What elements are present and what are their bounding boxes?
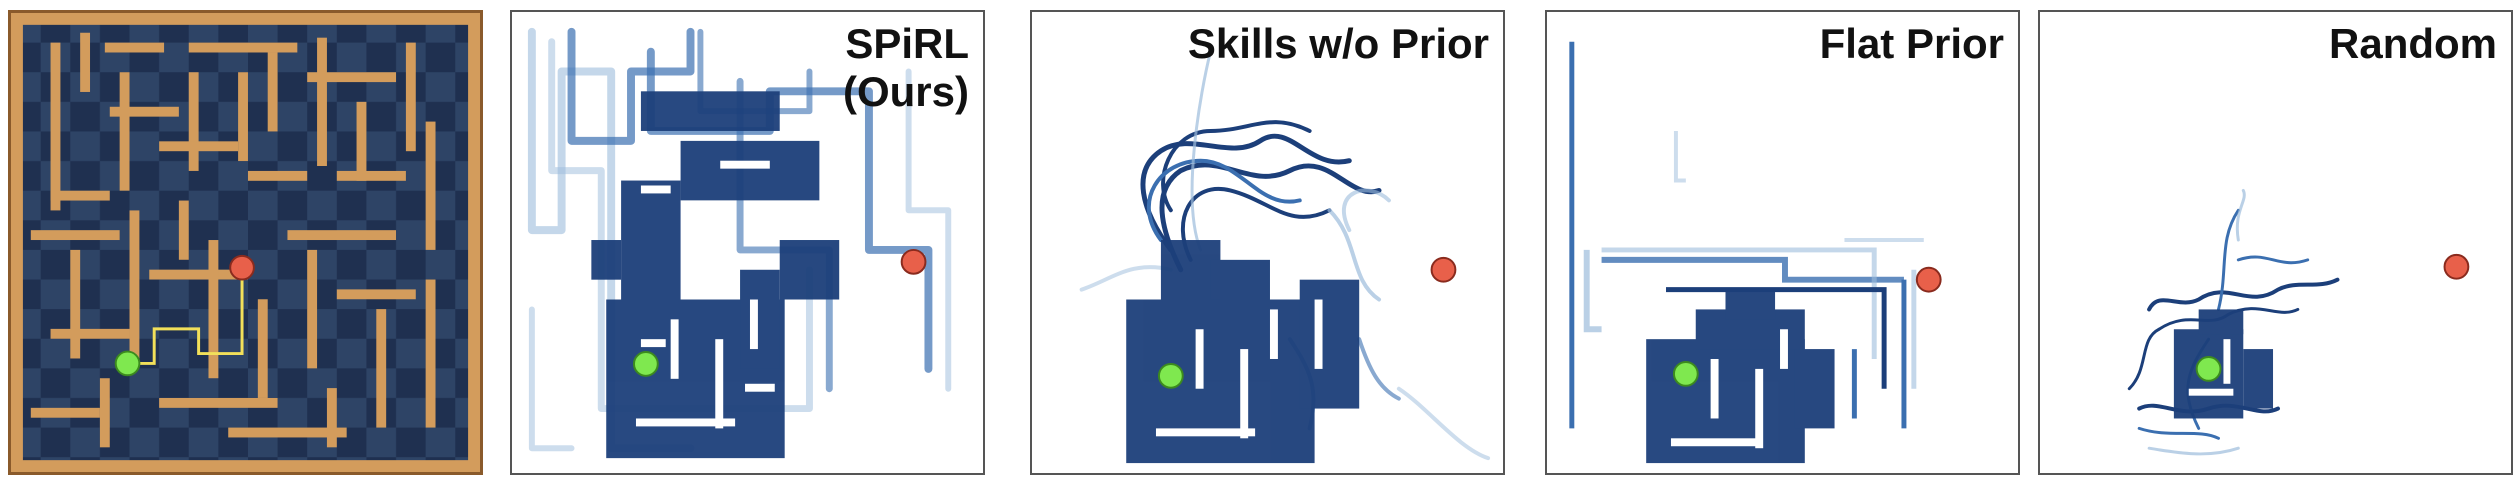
maze-panel xyxy=(8,10,483,475)
panel-title-line2: (Ours) xyxy=(843,68,969,115)
random-panel: Random xyxy=(2038,10,2513,475)
goal-marker-icon xyxy=(1430,256,1457,283)
flat-prior-trajectories xyxy=(1569,41,1942,464)
goal-marker-icon xyxy=(1915,266,1942,293)
skills-without-prior-panel: Skills w/o Prior xyxy=(1030,10,1505,475)
panel-title: Skills w/o Prior xyxy=(1187,20,1489,67)
goal-marker-icon xyxy=(229,254,255,281)
panel-title-line1: SPiRL xyxy=(845,20,969,67)
start-marker-icon xyxy=(2195,356,2222,382)
panel-title: Flat Prior xyxy=(1819,20,2004,67)
goal-marker-icon xyxy=(900,248,927,275)
maze-map xyxy=(22,24,469,461)
panel-title: Random xyxy=(2329,20,2497,67)
start-marker-icon xyxy=(632,351,659,377)
maze-path xyxy=(127,279,244,365)
random-trajectories xyxy=(2127,188,2470,456)
start-marker-icon xyxy=(1672,360,1699,387)
spirl-panel: SPiRL (Ours) xyxy=(510,10,985,475)
start-marker-icon xyxy=(114,350,141,377)
start-marker-icon xyxy=(1157,362,1184,389)
spirl-trajectories xyxy=(527,27,952,459)
flat-prior-panel: Flat Prior xyxy=(1545,10,2020,475)
maze-walls xyxy=(30,32,436,448)
skills-trajectories xyxy=(1079,50,1491,464)
panel-title: SPiRL (Ours) xyxy=(843,20,969,116)
goal-marker-icon xyxy=(2443,253,2470,280)
